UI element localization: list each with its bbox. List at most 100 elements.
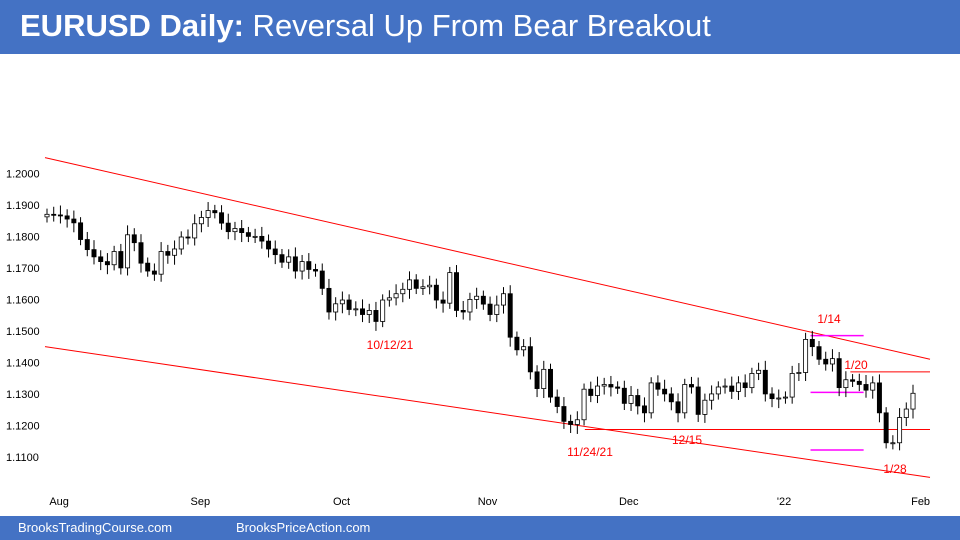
candle-body: [212, 210, 218, 214]
candle-body: [628, 395, 634, 404]
candle-body: [185, 236, 191, 239]
candle-body: [608, 384, 614, 388]
candle-body: [299, 261, 305, 272]
y-tick-label: 1.1300: [6, 389, 40, 401]
annotation-label: 10/12/21: [367, 338, 414, 352]
candle-body: [662, 388, 668, 395]
x-tick-label: '22: [777, 496, 791, 508]
candle-body: [554, 396, 560, 407]
candle-body: [695, 386, 701, 415]
candle-body: [823, 358, 829, 365]
candle-body: [118, 251, 124, 269]
annotation-label: 11/24/21: [567, 445, 613, 459]
candle-body: [386, 297, 392, 301]
candle-body: [460, 310, 466, 313]
y-tick-label: 1.1100: [6, 452, 39, 464]
candle-body: [541, 368, 547, 389]
candle-body: [104, 261, 110, 266]
candle-body: [151, 270, 157, 275]
title-rest: Reversal Up From Bear Breakout: [243, 8, 711, 43]
candle-body: [245, 232, 251, 237]
candle-body: [594, 385, 600, 396]
footer-left-link[interactable]: BrooksTradingCourse.com: [18, 520, 173, 535]
candle-body: [219, 212, 225, 224]
candle-body: [561, 406, 567, 422]
candle-body: [467, 298, 473, 313]
candle-body: [776, 397, 782, 400]
candle-body: [742, 382, 748, 389]
x-tick-label: Dec: [619, 496, 639, 508]
candle-body: [715, 386, 721, 395]
candle-body: [165, 251, 171, 256]
candle-body: [480, 295, 486, 305]
candle-body: [803, 339, 809, 373]
candle-body: [373, 310, 379, 322]
footer-right-link[interactable]: BrooksPriceAction.com: [236, 520, 371, 535]
candle-body: [326, 287, 332, 313]
candle-body: [158, 251, 164, 275]
candle-body: [635, 395, 641, 407]
candle-body: [796, 372, 802, 374]
candle-body: [474, 295, 480, 300]
candle-body: [729, 385, 735, 392]
annotation-label: 1/28: [883, 462, 907, 476]
candle-body: [574, 419, 580, 425]
candle-body: [534, 371, 540, 389]
candle-body: [192, 223, 198, 239]
annotation-label: 12/15: [672, 433, 702, 447]
candle-body: [507, 293, 513, 338]
candle-body: [64, 215, 70, 220]
candle-body: [44, 213, 50, 218]
candle-body: [863, 384, 869, 391]
candle-body: [71, 218, 77, 224]
candle-body: [279, 254, 285, 263]
candle-body: [172, 248, 178, 256]
candle-body: [400, 288, 406, 295]
candle-body: [756, 369, 762, 374]
candle-body: [816, 346, 822, 360]
candle-body: [319, 270, 325, 289]
candle-body: [427, 284, 433, 288]
candle-body: [648, 382, 654, 414]
candle-body: [313, 269, 319, 272]
candle-body: [272, 248, 278, 256]
candle-body: [762, 369, 768, 395]
candle-body: [393, 293, 399, 299]
candle-body: [601, 384, 607, 387]
candle-body: [722, 385, 728, 388]
y-tick-label: 1.1200: [6, 420, 40, 432]
candle-body: [870, 382, 876, 391]
candle-body: [836, 358, 842, 389]
y-tick-label: 1.1700: [6, 263, 40, 275]
page-title: EURUSD Daily: Reversal Up From Bear Brea…: [20, 6, 711, 46]
annotation-label: 1/14: [817, 312, 841, 326]
candle-body: [615, 386, 621, 389]
y-tick-label: 1.1500: [6, 326, 40, 338]
candle-body: [78, 222, 84, 240]
x-tick-label: Sep: [191, 496, 211, 508]
candle-body: [709, 393, 715, 401]
x-tick-label: Oct: [333, 496, 350, 508]
title-bold: EURUSD Daily:: [20, 8, 244, 43]
candle-body: [360, 308, 366, 315]
candle-body: [789, 373, 795, 398]
candle-body: [735, 382, 741, 392]
candle-body: [413, 279, 419, 289]
candle-body: [897, 417, 903, 444]
x-tick-label: Feb: [911, 496, 930, 508]
candle-body: [856, 380, 862, 385]
x-tick-label: Aug: [49, 496, 69, 508]
footer-bar: BrooksTradingCourse.com BrooksPriceActio…: [0, 516, 960, 540]
candle-body: [286, 256, 292, 263]
candle-body: [353, 308, 359, 311]
candle-body: [850, 379, 856, 382]
candle-body: [527, 346, 533, 373]
candle-body: [125, 234, 131, 269]
candle-body: [890, 442, 896, 445]
y-tick-label: 1.1400: [6, 357, 40, 369]
candle-body: [447, 272, 453, 304]
candle-body: [668, 393, 674, 403]
candle-body: [259, 235, 265, 242]
candle-body: [407, 279, 412, 290]
candle-body: [306, 261, 312, 270]
